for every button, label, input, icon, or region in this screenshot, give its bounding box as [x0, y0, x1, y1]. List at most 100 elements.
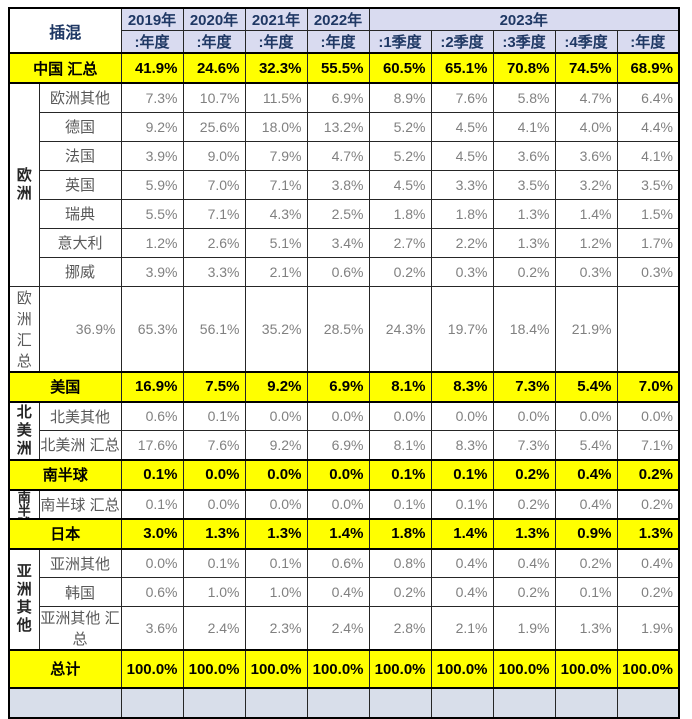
value-cell: 2.3%	[244, 606, 308, 651]
group-label-asia-other: 亚 洲 其 他	[8, 548, 40, 651]
table-row: 意大利 1.2% 2.6% 5.1% 3.4% 2.7% 2.2% 1.3% 1…	[9, 227, 680, 258]
value-cell	[182, 687, 246, 719]
value-cell: 24.3%	[368, 285, 432, 372]
value-cell: 0.0%	[368, 401, 432, 431]
value-cell: 2.1%	[244, 256, 308, 287]
row-label: 亚洲其他	[38, 548, 122, 578]
value-cell: 2.7%	[368, 227, 432, 258]
summary-row-europe: 美国 16.9% 7.5% 9.2% 6.9% 8.1% 8.3% 7.3% 5…	[8, 370, 680, 403]
value-cell	[430, 687, 494, 719]
period-header: :1季度	[368, 30, 432, 54]
value-cell: 7.3%	[492, 430, 556, 460]
table-row: 亚 洲 其 他 亚洲其他 0.0% 0.1% 0.1% 0.6% 0.8% 0.…	[8, 548, 680, 651]
group-label-southern-hemisphere: 南 半 球	[8, 489, 40, 519]
value-cell: 0.1%	[120, 489, 184, 519]
value-cell: 3.5%	[492, 169, 556, 200]
value-cell: 0.2%	[368, 256, 432, 287]
value-cell: 8.3%	[430, 370, 494, 403]
value-cell: 6.9%	[306, 370, 370, 403]
value-cell: 2.5%	[306, 198, 370, 229]
value-cell: 3.4%	[306, 227, 370, 258]
value-cell: 1.2%	[554, 227, 618, 258]
value-cell: 13.2%	[306, 111, 370, 142]
value-cell: 3.6%	[120, 606, 184, 651]
value-cell: 0.0%	[306, 489, 370, 519]
header-row-periods: :年度 :年度 :年度 :年度 :1季度 :2季度 :3季度 :4季度 :年度	[9, 30, 680, 54]
value-cell: 28.5%	[306, 285, 370, 372]
value-cell: 9.0%	[182, 140, 246, 171]
row-label: 法国	[38, 140, 122, 171]
value-cell: 1.3%	[492, 227, 556, 258]
value-cell: 0.1%	[554, 577, 618, 607]
value-cell	[120, 687, 184, 719]
value-cell: 5.4%	[554, 430, 618, 460]
value-cell: 0.1%	[368, 458, 432, 491]
value-cell: 100.0%	[368, 649, 432, 689]
value-cell: 19.7%	[430, 285, 494, 372]
value-cell: 3.2%	[554, 169, 618, 200]
table-row: 亚洲其他 汇 总 3.6% 2.4% 2.3% 2.4% 2.8% 2.1% 1…	[9, 606, 680, 651]
table-row: 北 美 洲 北美其他 0.6% 0.1% 0.0% 0.0% 0.0% 0.0%…	[8, 401, 680, 460]
value-cell: 4.5%	[430, 111, 494, 142]
value-cell: 1.5%	[616, 198, 680, 229]
value-cell: 3.6%	[554, 140, 618, 171]
value-cell: 5.2%	[368, 140, 432, 171]
value-cell: 0.2%	[554, 548, 618, 578]
summary-label: 美国	[8, 370, 122, 403]
value-cell: 0.2%	[492, 489, 556, 519]
total-label	[8, 687, 122, 719]
value-cell: 0.3%	[554, 256, 618, 287]
value-cell: 6.9%	[306, 430, 370, 460]
value-cell	[368, 687, 432, 719]
value-cell	[492, 687, 556, 719]
group-label-clipped-text: 南 半 球	[17, 490, 31, 518]
value-cell: 65.3%	[120, 285, 184, 372]
value-cell: 1.7%	[616, 227, 680, 258]
table-row: 英国 5.9% 7.0% 7.1% 3.8% 4.5% 3.3% 3.5% 3.…	[9, 169, 680, 200]
value-cell: 0.2%	[616, 458, 680, 491]
value-cell: 0.6%	[120, 401, 184, 431]
value-cell: 4.0%	[554, 111, 618, 142]
value-cell: 0.1%	[120, 458, 184, 491]
value-cell: 16.9%	[120, 370, 184, 403]
value-cell: 3.9%	[120, 140, 184, 171]
row-label: 欧洲其他	[38, 82, 122, 113]
value-cell: 0.4%	[430, 577, 494, 607]
table-row: 欧洲 汇总 36.9% 65.3% 56.1% 35.2% 28.5% 24.3…	[8, 285, 679, 372]
value-cell: 0.4%	[306, 577, 370, 607]
value-cell: 60.5%	[368, 52, 432, 84]
summary-label: 总计	[8, 649, 122, 689]
value-cell: 100.0%	[430, 649, 494, 689]
value-cell: 7.6%	[430, 82, 494, 113]
value-cell: 100.0%	[554, 649, 618, 689]
value-cell: 0.4%	[554, 489, 618, 519]
value-cell: 0.0%	[182, 489, 246, 519]
value-cell: 74.5%	[554, 52, 618, 84]
value-cell: 0.0%	[120, 548, 184, 578]
value-cell: 9.2%	[244, 430, 308, 460]
value-cell: 0.0%	[182, 458, 246, 491]
value-cell: 4.7%	[306, 140, 370, 171]
value-cell: 100.0%	[616, 649, 680, 689]
value-cell: 0.0%	[244, 401, 308, 431]
value-cell: 1.9%	[492, 606, 556, 651]
value-cell: 1.4%	[306, 517, 370, 550]
value-cell: 0.1%	[368, 489, 432, 519]
summary-row-southern-hemisphere: 日本 3.0% 1.3% 1.3% 1.4% 1.8% 1.4% 1.3% 0.…	[8, 517, 680, 550]
row-label: 北美洲 汇总	[38, 430, 122, 460]
period-header: :年度	[120, 30, 184, 54]
value-cell: 1.3%	[182, 517, 246, 550]
period-header: :3季度	[492, 30, 556, 54]
summary-row-north-america: 南半球 0.1% 0.0% 0.0% 0.0% 0.1% 0.1% 0.2% 0…	[8, 458, 680, 491]
value-cell: 0.2%	[616, 577, 680, 607]
value-cell: 36.9%	[38, 285, 122, 372]
value-cell: 1.3%	[492, 517, 556, 550]
value-cell: 0.2%	[616, 489, 680, 519]
value-cell: 4.7%	[554, 82, 618, 113]
value-cell: 0.0%	[430, 401, 494, 431]
value-cell: 1.0%	[244, 577, 308, 607]
value-cell: 1.3%	[554, 606, 618, 651]
value-cell: 1.8%	[368, 517, 432, 550]
value-cell: 0.1%	[430, 489, 494, 519]
value-cell: 7.0%	[182, 169, 246, 200]
